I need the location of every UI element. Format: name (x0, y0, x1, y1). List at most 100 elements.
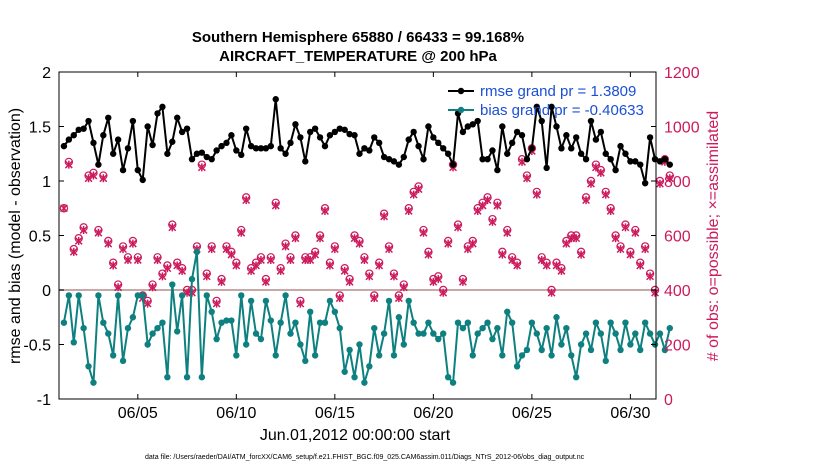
obs-assimilated-marker (587, 179, 595, 188)
obs-assimilated-marker (439, 288, 448, 297)
rmse-point (499, 123, 506, 130)
bias-point (395, 314, 403, 321)
bias-point (287, 330, 294, 337)
obs-assimilated-marker (523, 174, 531, 183)
bias-point (528, 319, 536, 326)
bias-point (292, 319, 299, 326)
bias-point (494, 324, 501, 332)
rmse-point (70, 132, 77, 139)
rmse-point (114, 136, 122, 143)
obs-assimilated-marker (153, 256, 162, 265)
bias-point (548, 352, 555, 359)
x-tick-label: 06/05 (118, 405, 158, 422)
rmse-point (666, 161, 673, 168)
legend-rmse-label: rmse grand pr = 1.3809 (480, 83, 636, 100)
rmse-point (494, 166, 501, 174)
rmse-point (543, 164, 550, 172)
bias-point (326, 297, 334, 305)
rmse-point (587, 117, 595, 125)
rmse-point (518, 132, 526, 139)
rmse-point (607, 156, 614, 163)
rmse-point (563, 132, 570, 139)
rmse-point (637, 161, 644, 168)
rmse-point (129, 117, 137, 125)
left-tick-label: 0 (42, 283, 51, 300)
obs-assimilated-marker (89, 171, 98, 180)
obs-assimilated-marker (207, 245, 216, 254)
rmse-point (656, 158, 664, 165)
obs-assimilated-marker (345, 277, 354, 286)
bias-point (459, 324, 467, 332)
rmse-point (508, 139, 516, 147)
obs-assimilated-marker (483, 196, 492, 205)
rmse-point (430, 134, 437, 141)
bias-point (380, 330, 388, 337)
bias-point (302, 357, 309, 365)
x-tick-label: 06/30 (610, 405, 650, 422)
bias-point (159, 319, 166, 326)
chart-title: Southern Hemisphere 65880 / 66433 = 99.1… (192, 29, 524, 46)
rmse-point (385, 156, 393, 163)
left-tick-label: 1 (42, 174, 51, 191)
obs-assimilated-marker (611, 234, 620, 243)
bias-point (410, 319, 417, 326)
bias-point (607, 319, 614, 326)
right-tick-label: 600 (664, 229, 691, 246)
left-tick-label: -1 (37, 392, 51, 409)
x-tick-label: 06/15 (315, 405, 355, 422)
bias-point (415, 330, 422, 337)
obs-assimilated-marker (79, 226, 88, 235)
bias-point (183, 374, 191, 381)
bias-point (80, 324, 87, 332)
rmse-point (198, 149, 206, 156)
obs-assimilated-marker (557, 266, 566, 275)
rmse-point (523, 156, 531, 163)
bias-point (129, 314, 137, 321)
bias-point (297, 341, 304, 348)
obs-assimilated-marker (217, 277, 226, 286)
left-tick-label: 0.5 (29, 229, 51, 246)
obs-assimilated-marker (547, 288, 556, 297)
bias-point (405, 297, 412, 305)
obs-assimilated-marker (656, 179, 664, 188)
obs-assimilated-marker (631, 228, 640, 237)
bias-point (114, 292, 122, 299)
obs-assimilated-marker (227, 250, 236, 259)
obs-assimilated-marker (212, 299, 221, 308)
rmse-point (159, 103, 166, 111)
rmse-point (440, 145, 447, 152)
obs-assimilated-marker (458, 277, 467, 286)
rmse-point (459, 128, 467, 136)
obs-assimilated-marker (399, 283, 408, 292)
bias-point (420, 330, 427, 337)
data-file-footer: data file: /Users/raeder/DAI/ATM_forcXX/… (145, 454, 585, 461)
bias-point (60, 319, 68, 326)
rmse-point (178, 128, 186, 136)
bias-point (65, 292, 73, 299)
obs-assimilated-marker (582, 196, 590, 205)
rmse-point (90, 139, 97, 147)
rmse-point (149, 141, 156, 149)
bias-point (587, 346, 595, 354)
bias-point (454, 319, 462, 326)
right-tick-label: 0 (664, 392, 673, 409)
chart-subtitle: AIRCRAFT_TEMPERATURE @ 200 hPa (219, 48, 497, 65)
rmse-point (154, 110, 161, 117)
right-tick-label: 1200 (664, 65, 700, 82)
rmse-point (213, 147, 220, 154)
rmse-point (425, 123, 432, 130)
bias-point (425, 319, 432, 326)
rmse-point (504, 150, 511, 157)
bias-point (602, 357, 609, 365)
obs-assimilated-marker (69, 247, 78, 256)
bias-point (331, 308, 339, 315)
bias-point (174, 328, 181, 335)
rmse-point (105, 114, 112, 121)
rmse-point (321, 142, 329, 150)
rmse-point (267, 142, 275, 150)
rmse-point (277, 145, 284, 152)
bias-point (592, 319, 600, 326)
bias-point (119, 357, 127, 365)
bias-point (444, 374, 452, 381)
